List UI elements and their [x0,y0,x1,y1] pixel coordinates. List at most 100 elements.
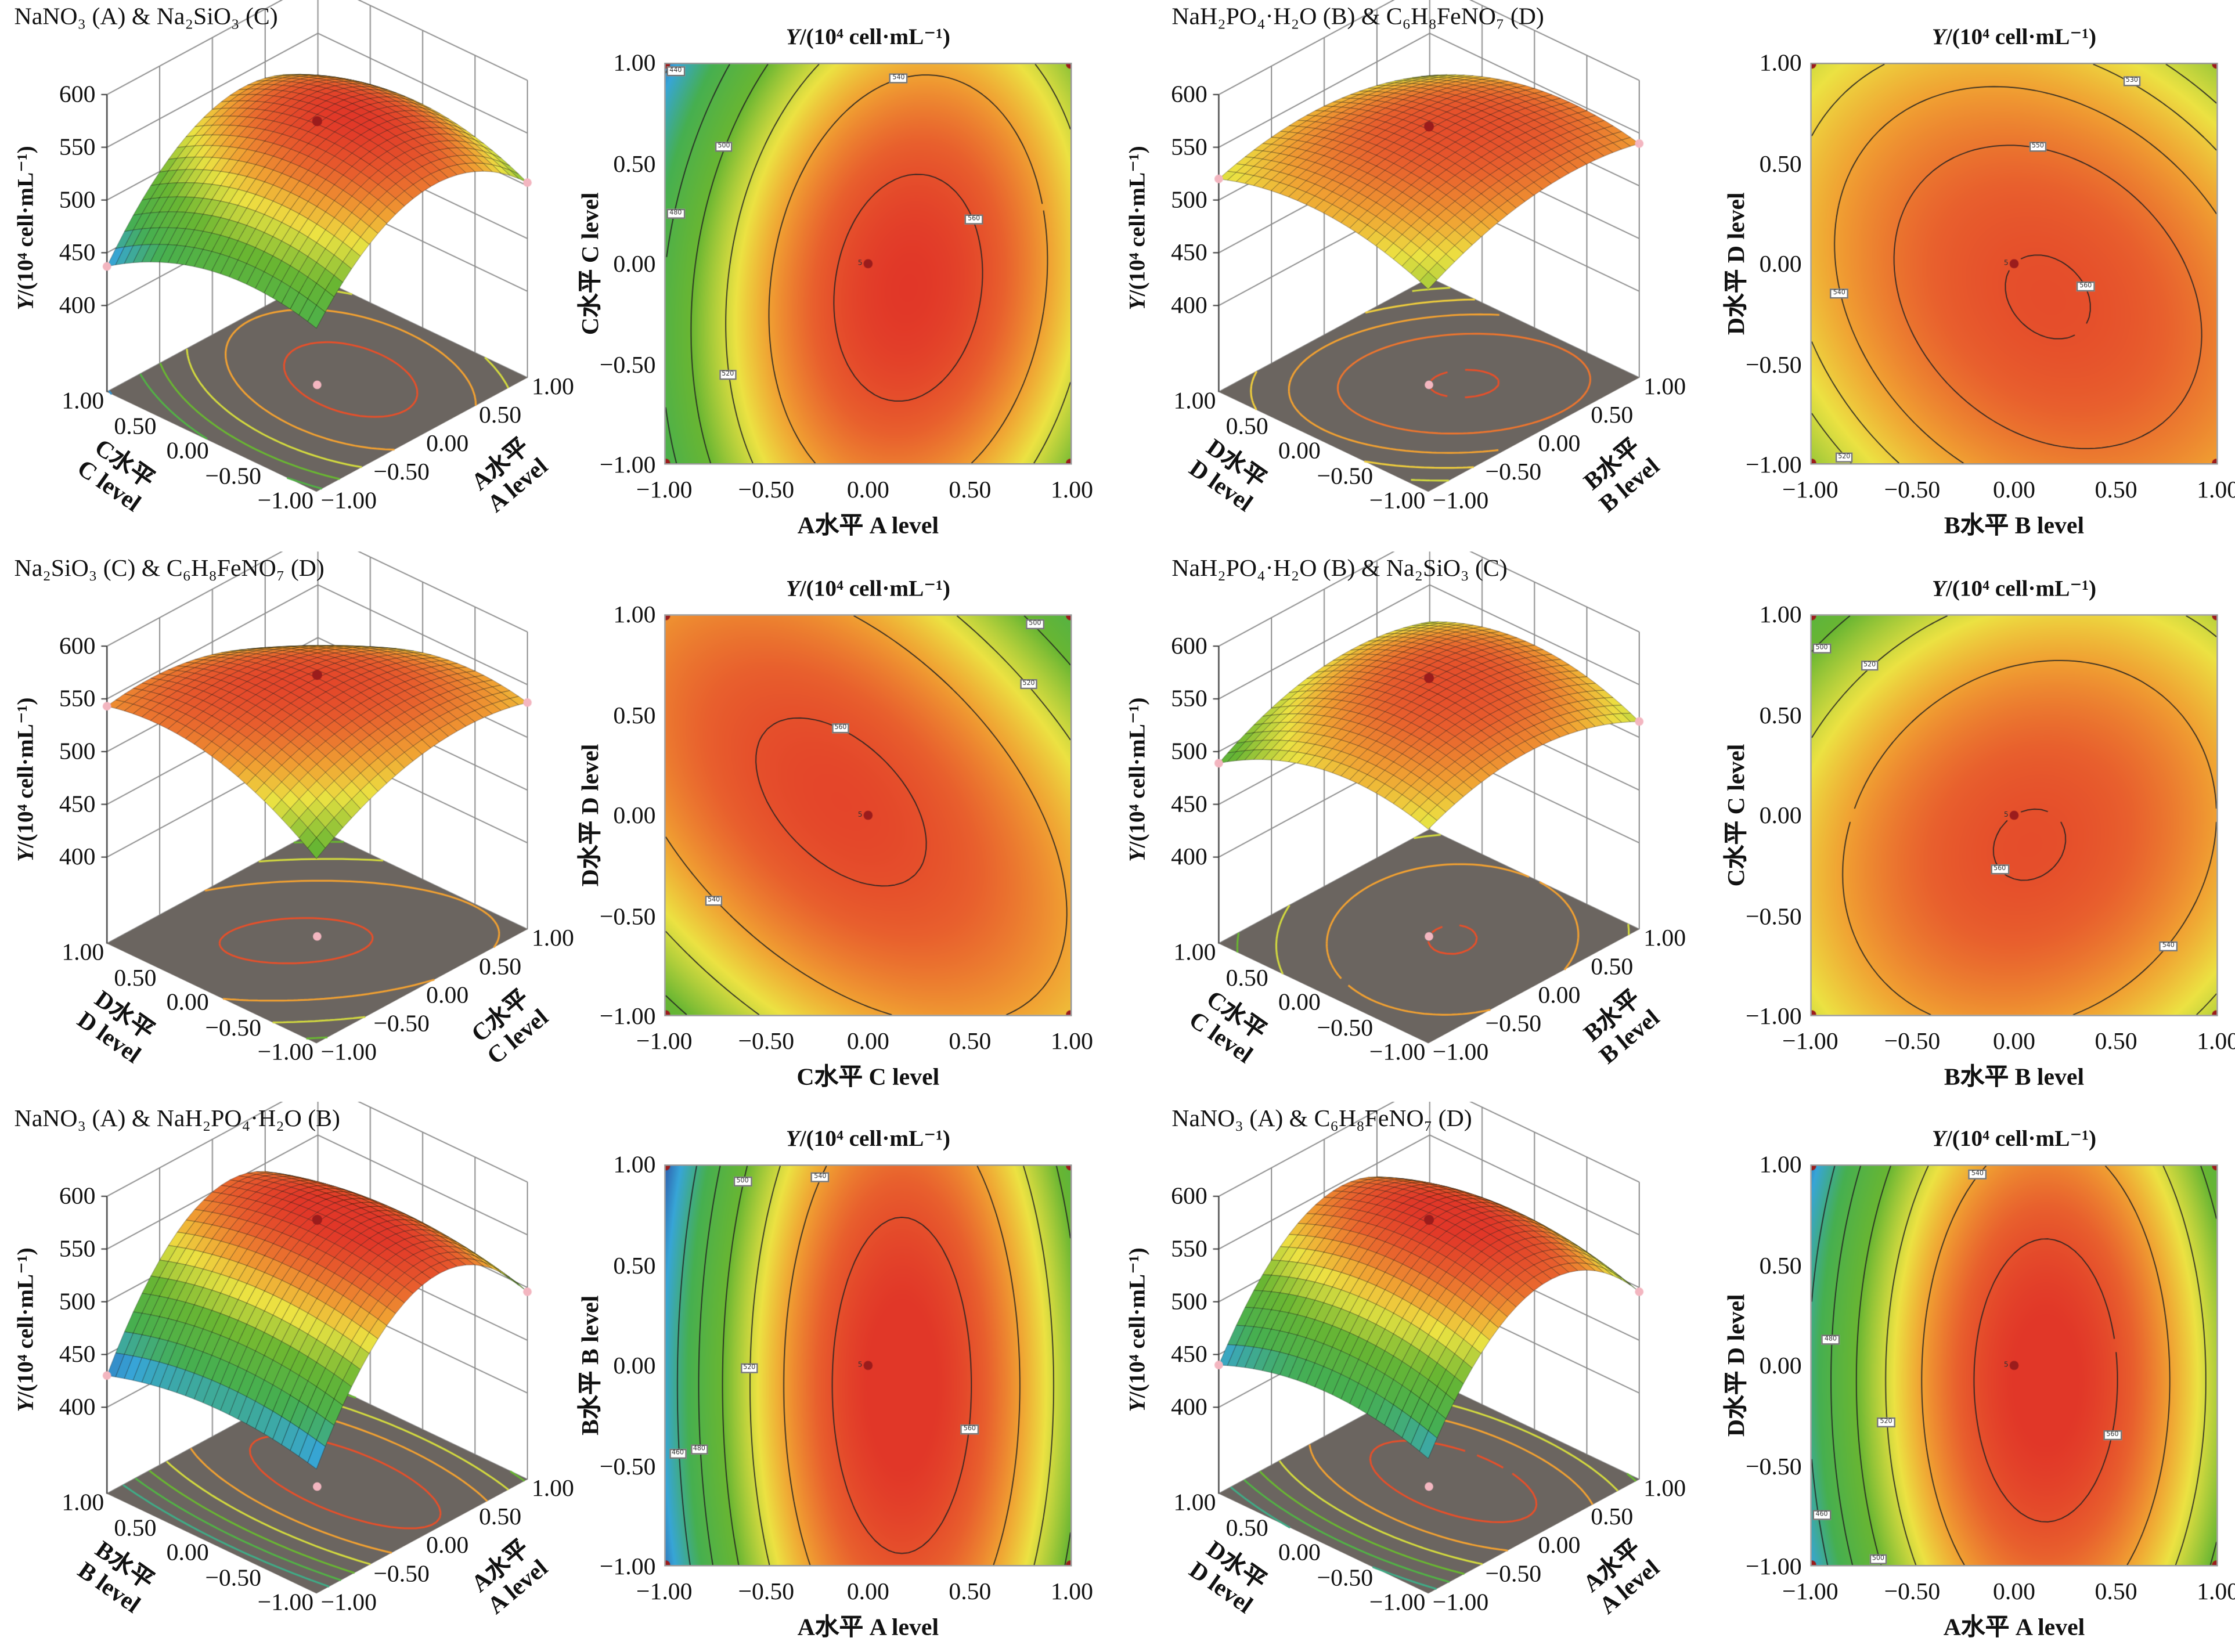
z-tick-label: 450 [59,239,96,266]
contour-x-tick-label: 0.50 [949,476,992,503]
y-floor-tick-label: 0.00 [166,988,209,1016]
contour-x-tick-label: −0.50 [738,476,795,503]
x-axis-label-cn: A水平 [797,1613,864,1641]
contour-y-tick-label: −1.00 [1746,451,1802,478]
contour-y-tick-label: −0.50 [599,1452,656,1480]
contour-title-unit: /(10⁴ cell·mL⁻¹) [1945,26,2097,50]
contour-canvas [1810,63,2218,465]
contour-title-unit: /(10⁴ cell·mL⁻¹) [799,577,950,602]
contour-canvas [1810,614,2218,1016]
contour-label: 460 [669,1448,687,1459]
label-gap [576,263,604,269]
contour-x-tick-label: −1.00 [636,1578,693,1605]
x-axis-label-en: A level [869,1613,939,1641]
surface-3d-canvas [1112,0,1682,550]
contour-y-tick-label: −0.50 [599,902,656,929]
z-tick-label: 400 [59,291,96,319]
x-floor-tick-label: 1.00 [531,1474,574,1502]
y-floor-tick-label: 0.00 [1278,437,1321,464]
z-tick-label: 400 [59,843,96,871]
contour-y-tick-label: 1.00 [1759,1150,1802,1178]
z-tick-label: 500 [59,1288,96,1315]
z-tick-label: 550 [59,1235,96,1263]
x-floor-tick-label: 0.00 [1538,981,1581,1009]
surface-3d-canvas [1112,1102,1682,1652]
contour-x-tick-label: −0.50 [1884,1578,1941,1605]
contour-y-tick-label: 1.00 [613,49,656,77]
y-axis-label-cn: C水平 [576,269,604,336]
x-floor-tick-label: −0.50 [373,1560,430,1588]
contour-label: 540 [1968,1169,1987,1180]
contour-label: 560 [965,215,983,225]
y-floor-tick-label: −0.50 [205,1563,261,1591]
center-point-label: 5 [857,1361,863,1370]
contour-title: Y/(10⁴ cell·mL⁻¹) [1932,23,2096,51]
z-tick-label: 400 [1171,843,1207,871]
x-floor-tick-label: −1.00 [1432,1588,1489,1616]
contour-canvas [664,63,1072,465]
contour-x-tick-label: −0.50 [738,1027,795,1055]
contour-y-tick-label: 0.00 [1759,1351,1802,1379]
contour-x-tick-label: −1.00 [1782,476,1839,503]
contour-plot: Y/(10⁴ cell·mL⁻¹) 500 520 540 560 5 −1.00 −1.00… [1112,551,2235,1102]
x-floor-tick-label: 0.00 [1538,1531,1581,1559]
label-gap [576,1365,604,1370]
contour-x-tick-label: 0.00 [846,1578,889,1605]
contour-y-tick-label: 0.00 [613,802,656,829]
x-floor-tick-label: 1.00 [1643,1474,1686,1502]
x-floor-tick-label: 1.00 [1643,924,1686,951]
contour-label: 530 [2122,76,2141,87]
z-tick-label: 550 [1171,1235,1207,1263]
z-tick-label: 600 [59,1182,96,1210]
z-tick-label: 450 [59,1341,96,1368]
contour-x-tick-label: −1.00 [1782,1578,1839,1605]
label-gap [2009,511,2014,539]
contour-y-tick-label: 0.00 [613,1351,656,1379]
contour-x-tick-label: −0.50 [1884,476,1941,503]
label-gap [2009,1063,2014,1091]
contour-title: Y/(10⁴ cell·mL⁻¹) [786,1124,950,1153]
contour-x-tick-label: 0.00 [1992,476,2036,503]
y-floor-tick-label: 1.00 [62,938,104,966]
y-axis-label-cn: D水平 [576,820,604,887]
z-tick-label: 550 [1171,134,1207,161]
y-floor-tick-label: 1.00 [62,387,104,414]
contour-plot: Y/(10⁴ cell·mL⁻¹) 460 480 500 520 540 560 5 −1.0… [1112,1102,2235,1652]
contour-y-tick-label: −1.00 [599,451,656,478]
y-floor-tick-label: −1.00 [257,486,314,514]
contour-y-tick-label: 0.00 [1759,802,1802,829]
y-floor-tick-label: 0.50 [114,412,157,439]
center-point-label: 5 [857,259,863,268]
y-floor-tick-label: 1.00 [62,1488,104,1516]
contour-plot: Y/(10⁴ cell·mL⁻¹) 460 480 500 520 540 560 5 −1.0… [0,1102,1112,1652]
y-floor-tick-label: 0.50 [114,963,157,991]
contour-x-tick-label: 0.00 [1992,1578,2036,1605]
x-floor-tick-label: −1.00 [1432,486,1489,514]
z-tick-label: 400 [1171,1393,1207,1421]
contour-y-tick-label: 0.50 [613,1251,656,1279]
contour-x-tick-label: 0.00 [846,1027,889,1055]
x-floor-tick-label: −0.50 [1485,458,1542,486]
contour-y-axis-label: C水平 C level [576,192,604,335]
contour-y-axis-label: C水平 C level [1722,744,1750,887]
contour-x-axis-label: C水平 C level [796,1063,939,1091]
contour-x-tick-label: −0.50 [738,1578,795,1605]
contour-label: 520 [1835,452,1854,463]
x-axis-label-en: A level [2015,1613,2085,1641]
contour-label: 540 [705,895,723,906]
z-tick-label: 450 [1171,1341,1207,1368]
contour-x-tick-label: 0.50 [2095,476,2137,503]
z-tick-label: 450 [1171,791,1207,818]
y-floor-tick-label: 0.50 [114,1513,157,1541]
z-tick-label: 500 [1171,738,1207,766]
panel-title: NaH₂PO₄·H₂O (B) & Na₂SiO₃ (C) [1171,554,1508,582]
y-axis-label-en: C level [576,192,604,264]
z-tick-label: 600 [1171,632,1207,660]
contour-x-tick-label: −1.00 [636,476,693,503]
y-axis-label-cn: B水平 [576,1370,604,1435]
y-axis-label-en: B level [576,1295,604,1365]
y-axis-label-en: C level [1722,744,1750,815]
contour-y-axis-label: B水平 B level [576,1296,604,1435]
contour-y-tick-label: −1.00 [599,1553,656,1580]
